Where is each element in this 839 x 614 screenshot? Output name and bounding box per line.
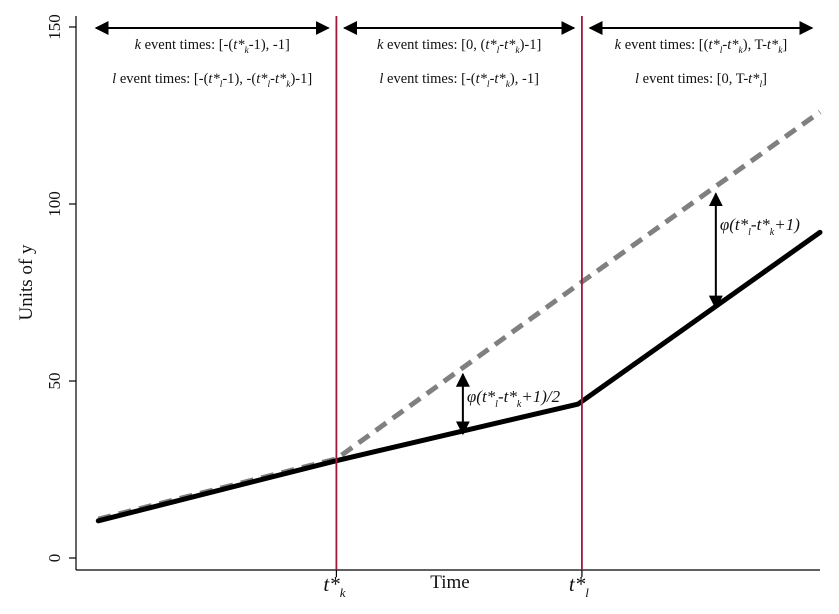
region-3-k-label: k event times: [(t*l-t*k), T-t*k] xyxy=(615,37,788,56)
region-text: ), T- xyxy=(743,37,767,53)
gap-label-sub: l xyxy=(748,227,751,238)
region-text: l xyxy=(112,71,116,87)
annotations-layer: φ(t*l-t*k+1)/2φ(t*l-t*k+1) xyxy=(455,192,800,436)
region-text: )-1] xyxy=(520,37,542,53)
region-sub: k xyxy=(515,46,520,56)
x-marker-label-l: t*l xyxy=(569,572,589,600)
region-text: - xyxy=(270,71,275,87)
region-3-l-label: l event times: [0, T-t*l] xyxy=(635,71,767,90)
x-marker-main: t* xyxy=(323,572,340,596)
region-text: - xyxy=(722,37,727,53)
region-text: t* xyxy=(256,71,268,87)
region-text: event times: [-( xyxy=(116,71,208,87)
region-text: ] xyxy=(782,37,787,53)
region-2-l-label: l event times: [-(t*l-t*k), -1] xyxy=(379,71,539,90)
region-text: t* xyxy=(494,71,506,87)
region-2-k-label: k event times: [0, (t*l-t*k)-1] xyxy=(377,37,541,56)
region-text: event times: [-( xyxy=(383,71,475,87)
observed-solid-line xyxy=(95,229,823,524)
region-text: event times: [0, T- xyxy=(639,71,748,87)
x-marker-label-k: t*k xyxy=(323,572,345,600)
regions-layer: k event times: [-(t*k-1), -1]l event tim… xyxy=(94,21,814,90)
gap-label-sub: l xyxy=(495,399,498,410)
gap-label-sub: k xyxy=(517,399,522,410)
gap-label-text: φ(t* xyxy=(467,387,496,406)
region-text: l xyxy=(379,71,383,87)
region-text: t* xyxy=(748,71,760,87)
region-sub: k xyxy=(778,46,783,56)
region-text: )-1] xyxy=(290,71,312,87)
region-sub: l xyxy=(720,46,723,56)
region-text: - xyxy=(490,71,495,87)
y-tick-label: 100 xyxy=(45,191,64,217)
region-1-k-label: k event times: [-(t*k-1), -1] xyxy=(135,37,290,56)
region-text: event times: [( xyxy=(621,37,709,53)
region-text: -1 xyxy=(222,71,234,87)
axes: 0 50 100 150 Units of y Time xyxy=(16,14,820,593)
region-sub: l xyxy=(497,46,500,56)
x-marker-sub: k xyxy=(340,585,346,600)
y-axis-title: Units of y xyxy=(16,244,37,321)
x-marker-main: t* xyxy=(569,572,586,596)
region-sub: k xyxy=(739,46,744,56)
region-text: t* xyxy=(275,71,287,87)
region-sub: l xyxy=(267,80,270,90)
gap-label-text: -t* xyxy=(498,387,517,406)
region-text: t* xyxy=(208,71,220,87)
gap-label-2: φ(t*l-t*k+1) xyxy=(720,215,800,238)
region-text: k xyxy=(615,37,622,53)
counterfactual-dashed-line xyxy=(97,109,822,522)
region-sub: k xyxy=(506,80,511,90)
region-sub: k xyxy=(286,80,291,90)
region-sub: l xyxy=(759,80,762,90)
region-text: t* xyxy=(233,37,245,53)
region-text: event times: [0, ( xyxy=(383,37,485,53)
region-text: - xyxy=(499,37,504,53)
region-text: t* xyxy=(485,37,497,53)
gap-label-text: -t* xyxy=(751,215,770,234)
gap-label-1: φ(t*l-t*k+1)/2 xyxy=(467,387,561,410)
vlines-layer: t*k t*l xyxy=(323,16,589,600)
region-sub: l xyxy=(220,80,223,90)
region-text: ), -( xyxy=(234,71,256,87)
region-sub: l xyxy=(487,80,490,90)
region-sub: k xyxy=(245,46,250,56)
gap-label-text: +1)/2 xyxy=(521,387,560,406)
region-text: t* xyxy=(727,37,739,53)
region-text: t* xyxy=(476,71,488,87)
gap-label-sub: k xyxy=(770,227,775,238)
region-text: ), -1] xyxy=(261,37,290,53)
region-text: l xyxy=(635,71,639,87)
region-text: t* xyxy=(504,37,516,53)
gap-label-text: φ(t* xyxy=(720,215,749,234)
region-text: k xyxy=(377,37,384,53)
y-tick-label: 150 xyxy=(45,14,64,40)
region-1-l-label: l event times: [-(t*l-1), -(t*l-t*k)-1] xyxy=(112,71,312,90)
y-tick-label: 50 xyxy=(45,373,64,390)
region-text: ), -1] xyxy=(510,71,539,87)
gap-label-text: +1) xyxy=(774,215,800,234)
region-text: -1 xyxy=(249,37,261,53)
region-text: t* xyxy=(767,37,779,53)
region-text: ] xyxy=(762,71,767,87)
region-text: t* xyxy=(708,37,720,53)
x-marker-sub: l xyxy=(585,585,589,600)
x-axis-title: Time xyxy=(430,572,469,593)
series-layer xyxy=(95,109,823,524)
region-text: event times: [-( xyxy=(141,37,233,53)
y-tick-label: 0 xyxy=(45,554,64,563)
region-text: k xyxy=(135,37,142,53)
